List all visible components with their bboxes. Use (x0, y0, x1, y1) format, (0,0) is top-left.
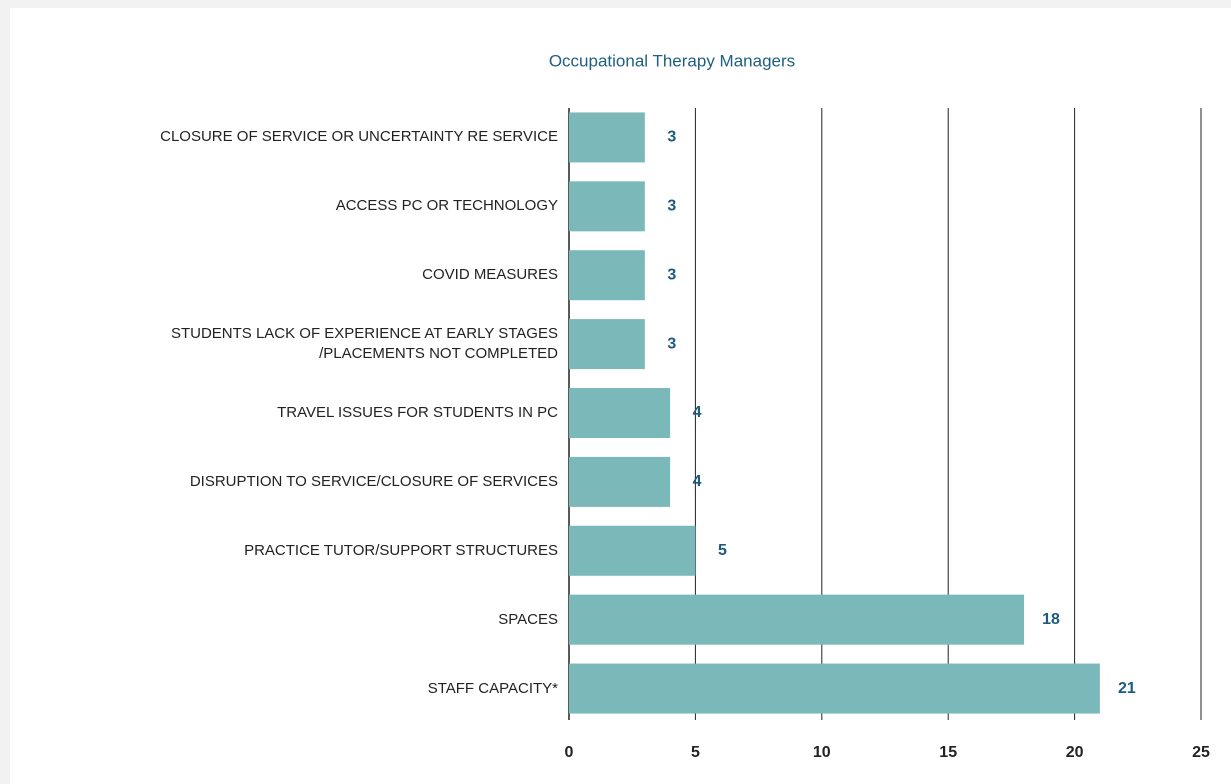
y-tick-label: TRAVEL ISSUES FOR STUDENTS IN PC (277, 404, 558, 421)
value-label: 3 (667, 129, 676, 146)
value-label: 3 (667, 335, 676, 352)
value-label: 5 (718, 542, 727, 559)
y-tick-label: ACCESS PC OR TECHNOLOGY (335, 197, 558, 215)
x-tick-label: 15 (939, 744, 957, 761)
bar (569, 594, 1025, 645)
y-tick-label: STUDENTS LACK OF EXPERIENCE AT EARLY STA… (170, 325, 558, 363)
bar (569, 663, 1100, 714)
x-tick-label: 0 (565, 744, 574, 761)
x-tick-label: 10 (813, 744, 831, 761)
value-label: 4 (693, 404, 702, 421)
x-tick-label: 20 (1066, 744, 1084, 761)
x-tick-label: 5 (691, 744, 700, 761)
y-tick-label: PRACTICE TUTOR/SUPPORT STRUCTURES (244, 541, 558, 559)
bar (569, 250, 645, 301)
y-tick-label: STAFF CAPACITY* (427, 679, 558, 697)
bar (569, 388, 671, 438)
value-label: 21 (1118, 680, 1136, 697)
y-tick-label: DISRUPTION TO SERVICE/CLOSURE OF SERVICE… (189, 472, 558, 490)
value-label: 3 (667, 266, 676, 283)
y-tick-label: COVID MEASURES (422, 266, 558, 284)
value-label: 4 (693, 473, 702, 490)
value-label: 18 (1042, 611, 1060, 628)
bar (569, 181, 645, 232)
bar (569, 525, 696, 576)
x-tick-label: 25 (1192, 744, 1210, 761)
chart-title: Occupational Therapy Managers (549, 51, 795, 70)
y-tick-label: SPACES (498, 610, 558, 628)
y-tick-label: CLOSURE OF SERVICE OR UNCERTAINTY RE SER… (160, 128, 558, 146)
value-label: 3 (667, 198, 676, 215)
bar (569, 112, 645, 163)
bar (569, 456, 671, 507)
bar (569, 319, 645, 370)
